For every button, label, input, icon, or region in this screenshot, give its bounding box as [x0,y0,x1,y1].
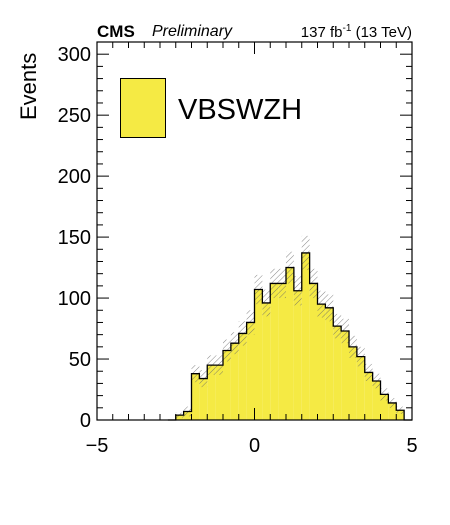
histogram-bar [215,365,223,420]
status-label: Preliminary [152,23,233,40]
x-tick-label: −5 [86,435,109,457]
plot-area [167,235,412,421]
y-axis-label: Events [16,52,41,120]
y-tick-label: 300 [58,44,91,66]
histogram-bar [199,378,208,420]
histogram-bar [380,394,389,420]
histogram-bar [364,372,373,420]
x-tick-label: 5 [406,435,417,457]
histogram-bar [301,252,310,420]
lumi-exponent: -1 [342,23,352,34]
histogram-bar [325,307,334,420]
y-tick-label: 200 [58,166,91,188]
lumi-energy: (13 TeV) [351,24,412,41]
histogram-bar [238,333,247,420]
experiment-label: CMS [97,22,135,41]
histogram-bar [286,267,294,420]
histogram-bar [349,346,357,420]
histogram-bar [341,330,349,420]
legend-swatch [120,78,166,138]
x-tick-label: 0 [249,435,260,457]
histogram-bar [223,350,231,420]
y-tick-label: 250 [58,105,91,127]
histogram-bar [293,290,302,420]
histogram-bar [278,283,286,420]
histogram-bar [262,302,271,420]
legend-label: VBSWZH [178,94,303,126]
histogram-bar [356,356,365,420]
histogram-bar [396,410,405,420]
luminosity-label: 137 fb-1 (13 TeV) [301,23,412,41]
axes: 0 50 100 150 200 250 300 −5 0 5 [58,41,418,457]
histogram-bar [388,402,397,420]
histogram-bar [207,365,216,420]
histogram-bar [254,289,263,420]
histogram-outline [167,252,412,421]
histogram-bar [191,373,200,420]
histogram-bar [270,283,279,420]
y-tick-label: 0 [80,410,91,432]
y-tick-label: 150 [58,227,91,249]
histogram-bar [230,343,239,420]
y-tick-label: 100 [58,288,91,310]
lumi-value: 137 fb [300,24,343,41]
histogram-bar [333,326,342,420]
histogram-bar [372,380,381,420]
y-tick-label: 50 [69,349,91,371]
histogram-bar [317,304,326,420]
histogram-bar [246,322,255,420]
histogram-bar [309,283,318,420]
